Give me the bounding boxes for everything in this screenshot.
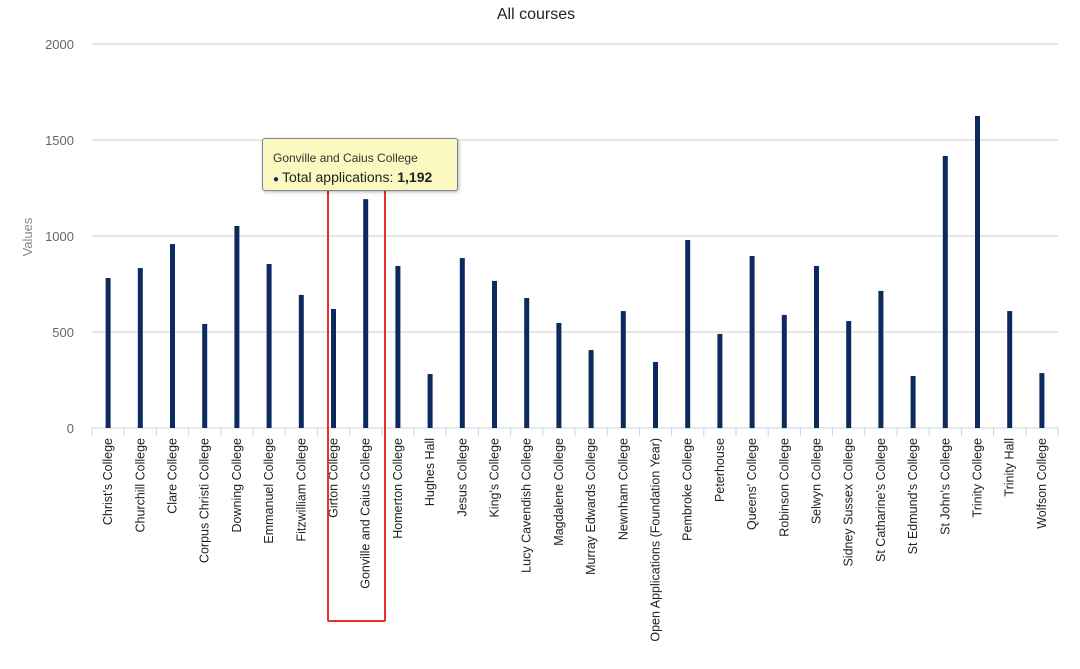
series-dot-icon: ● (273, 174, 280, 185)
x-tick-label: Pembroke College (681, 438, 695, 541)
x-tick-label: King's College (488, 438, 502, 518)
x-tick-label: Emmanuel College (262, 438, 276, 544)
bar[interactable] (942, 155, 948, 428)
bar[interactable] (298, 294, 304, 428)
bar[interactable] (1007, 311, 1013, 428)
bar[interactable] (749, 255, 755, 428)
bar[interactable] (814, 265, 819, 428)
tooltip-title: Gonville and Caius College (273, 151, 418, 165)
x-tick-label: Girton College (327, 438, 341, 518)
bar[interactable] (556, 322, 562, 428)
x-tick-label: Clare College (166, 438, 180, 514)
bar[interactable] (427, 374, 433, 428)
tooltip-value: 1,192 (397, 169, 433, 185)
y-tick-label: 2000 (45, 37, 74, 52)
bar[interactable] (492, 280, 497, 428)
bar[interactable] (524, 298, 530, 428)
bar[interactable] (846, 321, 852, 428)
x-tick-label: Churchill College (133, 438, 147, 533)
x-tick-label: Magdalene College (552, 438, 566, 546)
bar[interactable] (653, 361, 658, 428)
x-tick-label: Wolfson College (1035, 438, 1049, 529)
bar[interactable] (1039, 373, 1045, 428)
tooltip: Gonville and Caius College ● Total applic… (262, 138, 458, 191)
bar[interactable] (459, 258, 465, 428)
x-tick-label: Downing College (230, 438, 244, 533)
bar[interactable] (717, 333, 723, 428)
chart-title: All courses (497, 6, 575, 23)
x-tick-label: Trinity College (971, 438, 985, 517)
x-tick-label: Christ's College (101, 438, 115, 525)
x-tick-label: Trinity Hall (1003, 438, 1017, 497)
x-tick-label: Fitzwilliam College (294, 438, 308, 542)
x-tick-label: Selwyn College (810, 438, 824, 524)
bar[interactable] (781, 314, 787, 428)
x-tick-label: Sidney Sussex College (842, 438, 856, 567)
x-tick-label: St Catharine's College (874, 438, 888, 562)
bar[interactable] (685, 240, 691, 428)
x-tick-label: Murray Edwards College (584, 438, 598, 575)
x-tick-label: Corpus Christi College (198, 438, 212, 563)
x-tick-label: Gonville and Caius College (359, 438, 373, 589)
bar[interactable] (363, 199, 369, 428)
x-tick-label: Peterhouse (713, 438, 727, 502)
x-tick-label: Jesus College (455, 438, 469, 517)
x-tick-label: Queens' College (745, 438, 759, 530)
bar[interactable] (620, 311, 626, 428)
x-tick-label: St John's College (938, 438, 952, 535)
x-tick-label: Lucy Cavendish College (520, 438, 534, 573)
y-tick-label: 1500 (45, 133, 74, 148)
y-tick-label: 1000 (45, 229, 74, 244)
bar[interactable] (202, 323, 208, 428)
x-tick-label: Hughes Hall (423, 438, 437, 506)
x-tick-label: St Edmund's College (906, 438, 920, 554)
y-axis-label: Values (20, 217, 35, 256)
bar[interactable] (395, 265, 401, 428)
bar[interactable] (910, 375, 916, 428)
y-tick-label: 0 (67, 421, 74, 436)
x-tick-label: Open Applications (Foundation Year) (649, 438, 663, 642)
bar[interactable] (878, 290, 884, 428)
bar[interactable] (105, 278, 111, 428)
bar[interactable] (266, 264, 272, 428)
tooltip-series-label: Total applications: (282, 169, 394, 185)
bar[interactable] (234, 226, 240, 428)
bar[interactable] (137, 268, 143, 428)
bar[interactable] (331, 308, 336, 428)
x-tick-label: Newnham College (616, 438, 630, 540)
bar[interactable] (975, 116, 980, 428)
highlight-box (327, 180, 386, 622)
y-tick-label: 500 (52, 325, 74, 340)
bar[interactable] (170, 244, 175, 428)
x-tick-label: Homerton College (391, 438, 405, 539)
bar[interactable] (588, 350, 594, 428)
x-tick-label: Robinson College (777, 438, 791, 537)
